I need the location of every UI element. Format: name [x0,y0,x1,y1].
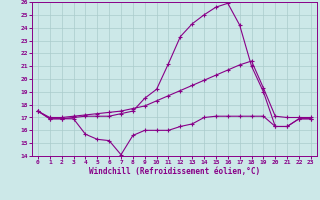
X-axis label: Windchill (Refroidissement éolien,°C): Windchill (Refroidissement éolien,°C) [89,167,260,176]
